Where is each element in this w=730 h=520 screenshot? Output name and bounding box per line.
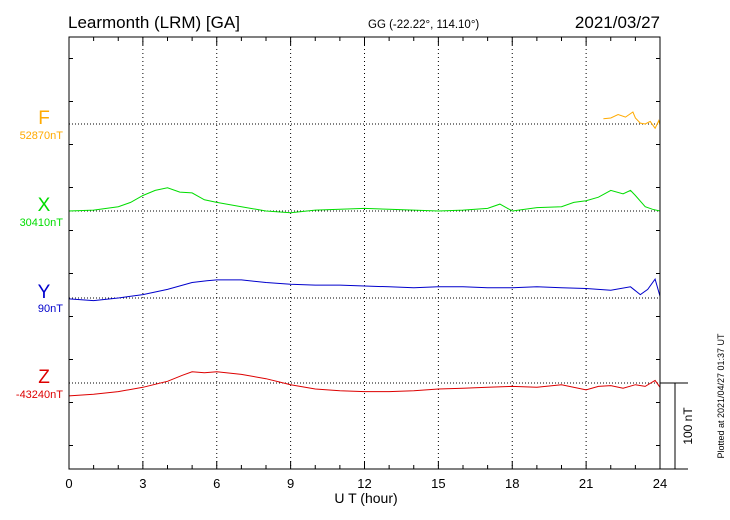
series-lines xyxy=(68,111,661,397)
series-baseline-value-f: 52870nT xyxy=(20,130,64,142)
x-tick-label: 12 xyxy=(357,476,371,491)
x-tick-label: 21 xyxy=(579,476,593,491)
series-line-y xyxy=(68,277,661,302)
series-line-z xyxy=(68,371,661,397)
scale-bar-label: 100 nT xyxy=(681,407,695,445)
series-name-x: X xyxy=(38,195,51,216)
series-baseline-value-x: 30410nT xyxy=(20,217,64,229)
x-tick-label: 0 xyxy=(65,476,72,491)
x-tick-labels: 0 3 6 9 12 15 18 21 24 xyxy=(65,476,667,491)
geo-coordinates: GG (-22.22°, 114.10°) xyxy=(368,19,479,31)
x-tick-label: 18 xyxy=(505,476,519,491)
series-name-y: Y xyxy=(38,282,51,303)
plotted-timestamp: Plotted at 2021/04/27 01:37 UT xyxy=(716,333,726,459)
series-baseline-value-z: -43240nT xyxy=(16,389,63,401)
x-tick-label: 6 xyxy=(213,476,220,491)
x-tick-label: 15 xyxy=(431,476,445,491)
series-baseline-value-y: 90nT xyxy=(38,303,63,315)
scale-bar: 100 nT xyxy=(660,382,695,470)
x-tick-label: 3 xyxy=(139,476,146,491)
station-title: Learmonth (LRM) [GA] xyxy=(68,13,240,32)
series-name-f: F xyxy=(38,108,50,129)
axis-ticks xyxy=(68,37,661,469)
series-line-x xyxy=(68,187,661,214)
x-tick-label: 24 xyxy=(653,476,667,491)
series-line-f xyxy=(603,111,661,130)
series-name-z: Z xyxy=(38,367,50,388)
x-axis-label: U T (hour) xyxy=(334,490,397,506)
chart-date: 2021/03/27 xyxy=(575,13,660,32)
grid xyxy=(142,37,587,469)
baselines xyxy=(69,123,660,384)
x-tick-label: 9 xyxy=(287,476,294,491)
